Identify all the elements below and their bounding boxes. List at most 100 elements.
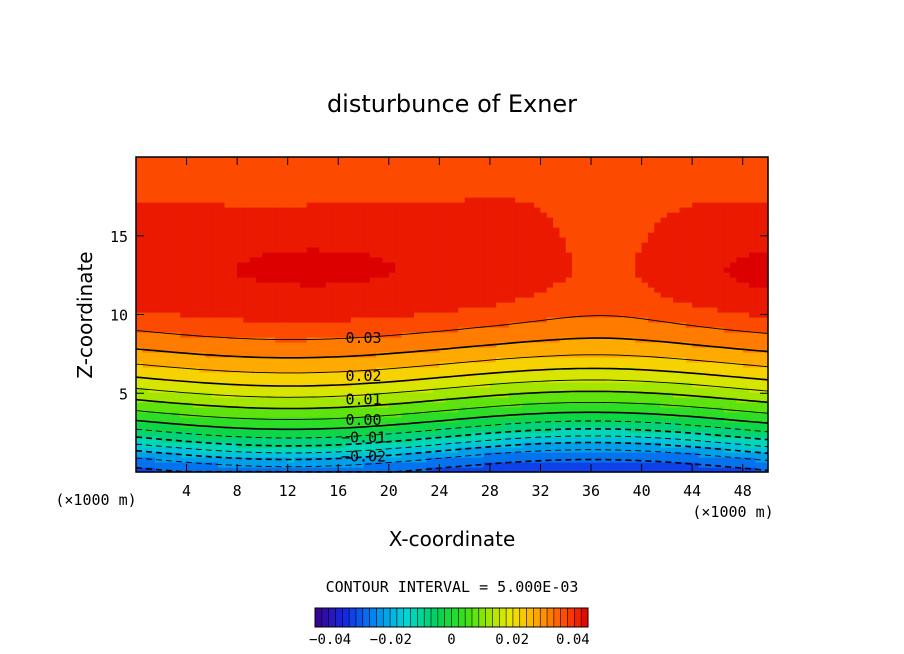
field-cell — [180, 182, 188, 188]
field-cell — [211, 307, 219, 313]
field-cell — [508, 317, 516, 323]
field-cell — [496, 357, 504, 363]
field-cell — [388, 297, 396, 303]
field-cell — [268, 357, 276, 363]
field-cell — [553, 247, 561, 253]
field-cell — [521, 272, 529, 278]
field-cell — [142, 187, 150, 193]
field-cell — [553, 157, 561, 163]
field-cell — [312, 337, 320, 343]
field-cell — [173, 227, 181, 233]
field-cell — [237, 217, 245, 223]
field-cell — [420, 322, 428, 328]
field-cell — [521, 462, 529, 468]
field-cell — [325, 197, 333, 203]
field-cell — [489, 217, 497, 223]
field-cell — [136, 207, 143, 213]
field-cell — [483, 317, 491, 323]
field-cell — [294, 452, 301, 458]
field-cell — [565, 387, 573, 393]
field-cell — [376, 332, 384, 338]
field-cell — [262, 257, 270, 263]
field-cell — [489, 297, 497, 303]
field-cell — [338, 427, 346, 433]
field-cell — [262, 202, 270, 208]
field-cell — [275, 167, 282, 173]
field-cell — [470, 227, 478, 233]
field-cell — [382, 427, 390, 433]
field-cell — [211, 407, 219, 413]
field-cell — [445, 432, 453, 438]
field-cell — [635, 387, 643, 393]
field-cell — [382, 222, 390, 228]
field-cell — [382, 377, 390, 383]
field-cell — [148, 307, 156, 313]
field-cell — [496, 337, 504, 343]
field-cell — [382, 322, 390, 328]
field-cell — [180, 247, 188, 253]
field-cell — [508, 257, 516, 263]
field-cell — [452, 307, 459, 313]
field-cell — [464, 252, 472, 258]
field-cell — [237, 337, 245, 343]
field-cell — [275, 182, 282, 188]
field-cell — [515, 457, 523, 463]
field-cell — [433, 222, 440, 228]
field-cell — [515, 347, 523, 353]
field-cell — [186, 462, 194, 468]
field-cell — [268, 167, 276, 173]
field-cell — [527, 187, 535, 193]
field-cell — [584, 197, 592, 203]
field-cell — [350, 207, 358, 213]
field-cell — [294, 327, 301, 333]
field-cell — [515, 452, 523, 458]
field-cell — [230, 427, 238, 433]
field-cell — [173, 267, 181, 273]
field-cell — [363, 322, 371, 328]
field-cell — [426, 177, 434, 183]
field-cell — [306, 342, 314, 348]
field-cell — [426, 332, 434, 338]
field-cell — [496, 297, 504, 303]
field-cell — [622, 197, 630, 203]
field-cell — [148, 322, 156, 328]
field-cell — [515, 267, 523, 273]
field-cell — [256, 292, 263, 298]
field-cell — [376, 172, 384, 178]
field-cell — [388, 167, 396, 173]
field-cell — [275, 372, 282, 378]
field-cell — [534, 387, 542, 393]
field-cell — [205, 362, 213, 368]
field-cell — [268, 277, 276, 283]
field-cell — [546, 272, 554, 278]
field-cell — [268, 457, 276, 463]
field-cell — [477, 277, 485, 283]
field-cell — [243, 397, 251, 403]
field-cell — [142, 302, 150, 308]
field-cell — [458, 372, 466, 378]
field-cell — [464, 257, 472, 263]
field-cell — [616, 322, 624, 328]
field-cell — [180, 252, 188, 258]
field-cell — [470, 247, 478, 253]
field-cell — [218, 222, 226, 228]
field-cell — [300, 442, 308, 448]
field-cell — [230, 432, 238, 438]
field-cell — [154, 242, 162, 248]
field-cell — [211, 312, 219, 318]
field-cell — [224, 357, 232, 363]
field-cell — [458, 297, 466, 303]
field-cell — [211, 302, 219, 308]
field-cell — [192, 327, 200, 333]
field-cell — [521, 167, 529, 173]
field-cell — [363, 347, 371, 353]
field-cell — [508, 367, 516, 373]
field-cell — [173, 192, 181, 198]
field-cell — [508, 207, 516, 213]
field-cell — [154, 407, 162, 413]
field-cell — [388, 182, 396, 188]
field-cell — [136, 372, 143, 378]
field-cell — [268, 262, 276, 268]
field-cell — [597, 427, 605, 433]
field-cell — [167, 227, 175, 233]
